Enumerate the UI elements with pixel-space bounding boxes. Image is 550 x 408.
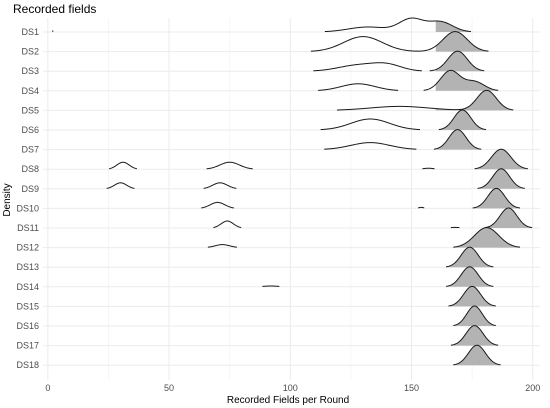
ridge-line <box>201 187 521 209</box>
y-tick-label: DS11 <box>17 223 39 233</box>
y-tick-label: DS12 <box>16 243 39 253</box>
x-tick-label: 150 <box>404 383 419 393</box>
ridge-line <box>310 31 489 52</box>
ridge-ds14 <box>262 266 494 287</box>
ridge-line <box>108 148 528 170</box>
y-tick-label: DS4 <box>21 86 39 96</box>
ridge-line <box>450 325 499 346</box>
ridge-ds9 <box>106 168 525 189</box>
x-tick-label: 50 <box>164 383 174 393</box>
y-tick-label: DS13 <box>16 262 39 272</box>
ridge-ds13 <box>445 246 494 268</box>
y-tick-label: DS1 <box>21 27 39 37</box>
ridge-ds7 <box>324 129 482 150</box>
ridge-fill <box>472 188 520 209</box>
ridge-ds15 <box>448 285 496 307</box>
ridge-fill <box>453 227 520 248</box>
ridge-fill <box>477 168 525 189</box>
ridge-ds3 <box>313 50 485 72</box>
ridge-line <box>106 168 525 189</box>
ridge-line <box>336 89 514 111</box>
ridge-fill <box>435 70 499 91</box>
y-tick-label: DS15 <box>16 301 39 311</box>
y-tick-label: DS16 <box>16 321 39 331</box>
ridge-fill <box>435 129 482 150</box>
ridge-line <box>324 129 482 150</box>
y-tick-label: DS18 <box>16 360 39 370</box>
ridge-ds5 <box>336 89 514 111</box>
y-tick-label: DS6 <box>21 125 39 135</box>
ridge-fill <box>453 345 501 366</box>
chart-title: Recorded fields <box>13 2 96 16</box>
y-tick-label: DS5 <box>21 105 39 115</box>
ridge-line <box>262 266 494 287</box>
y-tick-label: DS7 <box>21 145 39 155</box>
ridge-line <box>313 50 485 72</box>
y-tick-label: DS9 <box>21 184 39 194</box>
ridge-fill <box>446 266 494 287</box>
y-tick-label: DS8 <box>21 164 39 174</box>
ridge-ds8 <box>108 148 528 170</box>
ridge-fill <box>450 208 533 228</box>
ridge-fill <box>450 325 499 346</box>
ridge-line <box>207 227 521 248</box>
x-tick-label: 200 <box>525 383 540 393</box>
ridge-ds10 <box>201 187 521 209</box>
y-tick-label: DS2 <box>21 47 39 57</box>
ridge-ds4 <box>318 69 499 91</box>
ridge-line <box>51 17 471 33</box>
ridge-line <box>213 207 533 229</box>
y-tick-label: DS10 <box>16 203 39 213</box>
x-axis-title: Recorded Fields per Round <box>227 395 349 406</box>
ridge-ds18 <box>453 344 501 366</box>
ridge-layer <box>51 17 533 366</box>
y-axis-title: Density <box>2 183 13 216</box>
ridge-line <box>448 285 496 307</box>
ridge-line <box>453 305 496 327</box>
ridge-fill <box>453 306 496 326</box>
x-tick-label: 100 <box>283 383 298 393</box>
x-tick-label: 0 <box>45 383 50 393</box>
ridge-ds6 <box>320 109 487 131</box>
ridge-ds2 <box>310 31 489 52</box>
ridge-line <box>318 69 499 91</box>
ridge-line <box>453 344 501 366</box>
y-tick-label: DS3 <box>21 66 39 76</box>
ridge-fill <box>435 51 485 72</box>
ridge-ds17 <box>450 325 499 346</box>
ridge-fill <box>474 149 528 170</box>
ridge-fill <box>438 110 487 130</box>
ridge-ds12 <box>207 227 521 248</box>
ridge-line <box>445 246 494 268</box>
ridge-ds1 <box>51 17 471 33</box>
ridge-fill <box>446 247 494 268</box>
ridge-ds16 <box>453 305 496 327</box>
ridge-ds11 <box>213 207 533 229</box>
y-tick-label: DS14 <box>16 282 39 292</box>
ridge-fill <box>448 286 496 307</box>
tick-layer: DS1 DS2 DS3 DS4 DS5 DS6 DS7 DS8 DS9 DS10 DS11 DS12 D… <box>16 27 540 393</box>
y-tick-label: DS17 <box>16 341 39 351</box>
ridge-line <box>320 109 487 131</box>
